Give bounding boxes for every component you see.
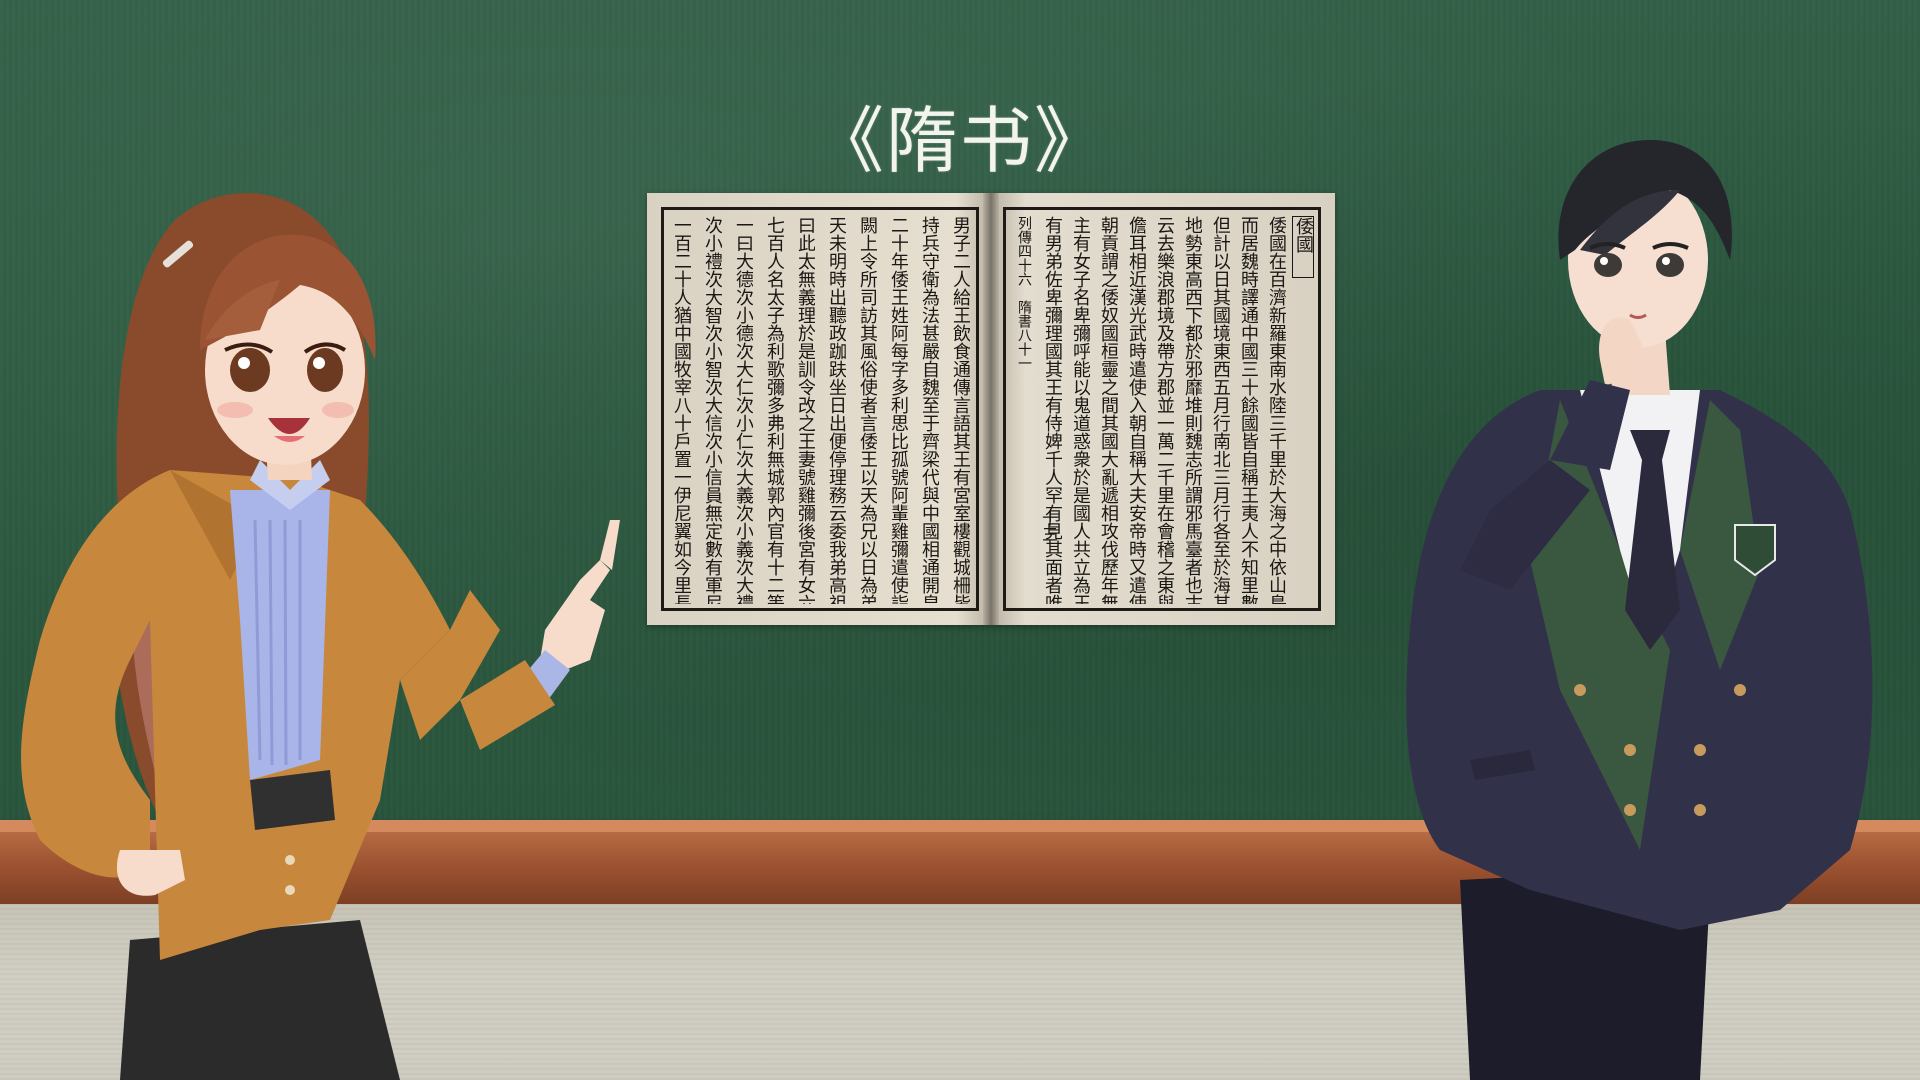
book-text-column: 儋耳相近漢光武時遣使入朝自稱大夫安帝時又遣使	[1126, 216, 1146, 604]
book-text-column: 一曰大德次小德次大仁次小仁次大義次小義次大禮	[733, 216, 753, 604]
book-text-column: 倭國在百濟新羅東南水陸三千里於大海之中依山島	[1266, 216, 1286, 604]
teacher-illustration	[21, 192, 620, 1080]
book-text-column: 但計以日其國境東西五月行南北三月行各至於海其	[1210, 216, 1230, 604]
book-text-column: 次小禮次大智次小智次大信次小信員無定數有軍尼	[702, 216, 722, 604]
book-text-column: 天未明時出聽政跏趺坐日出便停理務云委我弟高祖	[826, 216, 846, 604]
book-text-column: 曰此太無義理於是訓令改之王妻號雞彌後宮有女六	[795, 216, 815, 604]
student-illustration	[1406, 140, 1873, 1080]
book-text-column: 有男弟佐卑彌理國其王有侍婢千人罕有見其面者唯	[1042, 216, 1062, 604]
book-text-column: 地勢東高西下都於邪靡堆則魏志所謂邪馬臺者也古	[1182, 216, 1202, 604]
book-margin-label: 列傳四十六 隋書八十一	[1016, 216, 1032, 370]
book-text-column: 朝貢謂之倭奴國桓靈之間其國大亂遞相攻伐歷年無	[1098, 216, 1118, 604]
book-text-column: 而居魏時譯通中國三十餘國皆自稱王夷人不知里數	[1238, 216, 1258, 604]
book-text-column: 一百二十人猶中國牧宰八十戶置一伊尼翼如今里長	[671, 216, 691, 604]
book-image: 男子二人給王飲食通傳言語其王有宮室樓觀城柵皆 持兵守衛為法甚嚴自魏至于齊梁代與中…	[647, 193, 1335, 625]
book-gutter	[983, 193, 999, 625]
book-left-page: 男子二人給王飲食通傳言語其王有宮室樓觀城柵皆 持兵守衛為法甚嚴自魏至于齊梁代與中…	[661, 207, 979, 611]
book-page-number: 十三	[1039, 510, 1058, 542]
book-text-column: 主有女子名卑彌呼能以鬼道惑衆於是國人共立為王	[1070, 216, 1090, 604]
book-text-column: 男子二人給王飲食通傳言語其王有宮室樓觀城柵皆	[950, 216, 970, 604]
book-text-column: 二十年倭王姓阿每字多利思比孤號阿輩雞彌遣使詣	[888, 216, 908, 604]
slide-title: 《隋书》	[811, 99, 1108, 183]
book-text-column: 七百人名太子為利歌彌多弗利無城郭內官有十二等	[764, 216, 784, 604]
book-text-column: 云去樂浪郡境及帶方郡並一萬二千里在會稽之東與	[1154, 216, 1174, 604]
book-text-column: 闕上令所司訪其風俗使者言倭王以天為兄以日為弟	[857, 216, 877, 604]
book-right-page: 倭國 倭國在百濟新羅東南水陸三千里於大海之中依山島 而居魏時譯通中國三十餘國皆自…	[1003, 207, 1321, 611]
book-text-column: 持兵守衛為法甚嚴自魏至于齊梁代與中國相通開皇	[919, 216, 939, 604]
book-chapter-label: 倭國	[1292, 216, 1314, 278]
